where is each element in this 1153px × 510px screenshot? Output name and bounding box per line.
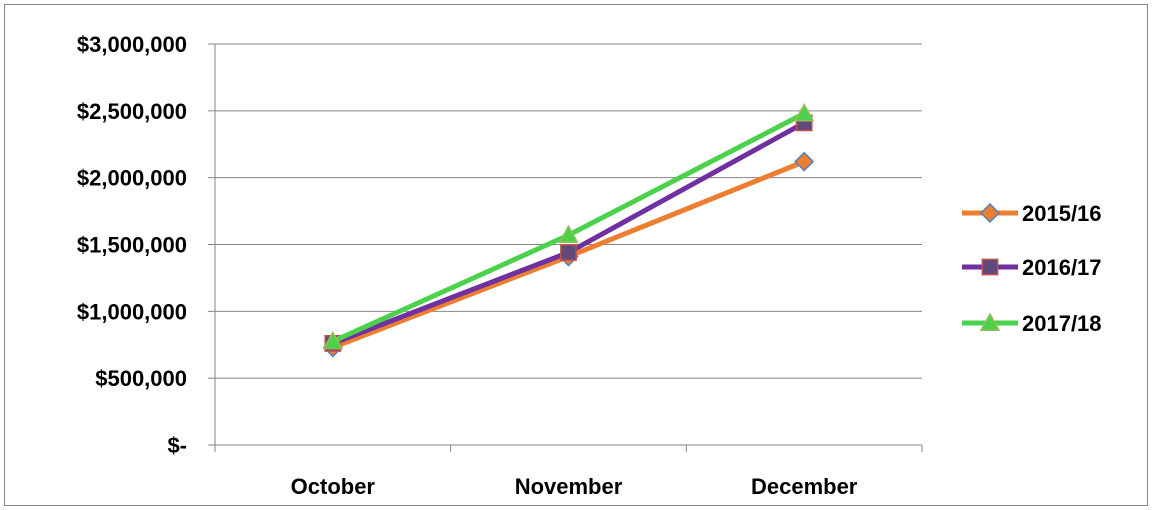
y-axis-tick-labels: $- $500,000 $1,000,000 $1,500,000 $2,000,000… [77, 32, 187, 458]
legend-label: 2016/17 [1022, 255, 1102, 280]
x-tick-label: December [751, 474, 858, 499]
legend-label: 2015/16 [1022, 201, 1102, 226]
legend-item-2015-16[interactable]: 2015/16 [962, 201, 1102, 226]
y-tick-label: $500,000 [95, 366, 187, 391]
diamond-marker [794, 151, 815, 172]
y-tick-label: $1,000,000 [77, 299, 187, 324]
x-axis-tick-labels: October November December [291, 474, 858, 499]
y-tick-label: $- [167, 433, 187, 458]
square-marker [560, 244, 577, 261]
gridlines [215, 43, 922, 379]
series-2017-18 [322, 102, 815, 350]
x-tick-label: October [291, 474, 376, 499]
y-tick-label: $3,000,000 [77, 32, 187, 57]
square-marker [981, 258, 999, 276]
series-lines [322, 102, 815, 358]
diamond-marker [979, 202, 1001, 224]
x-tick-label: November [515, 474, 623, 499]
legend[interactable]: 2015/16 2016/17 2017/18 [962, 201, 1102, 336]
legend-label: 2017/18 [1022, 311, 1102, 336]
axes [208, 43, 923, 452]
triangle-marker [793, 102, 815, 122]
triangle-marker [979, 312, 1001, 331]
triangle-marker [558, 224, 579, 244]
legend-item-2016-17[interactable]: 2016/17 [962, 255, 1102, 280]
triangle-marker [322, 330, 344, 350]
y-tick-label: $1,500,000 [77, 233, 187, 258]
y-tick-label: $2,000,000 [77, 166, 187, 191]
y-tick-label: $2,500,000 [77, 99, 187, 124]
legend-item-2017-18[interactable]: 2017/18 [962, 311, 1102, 336]
